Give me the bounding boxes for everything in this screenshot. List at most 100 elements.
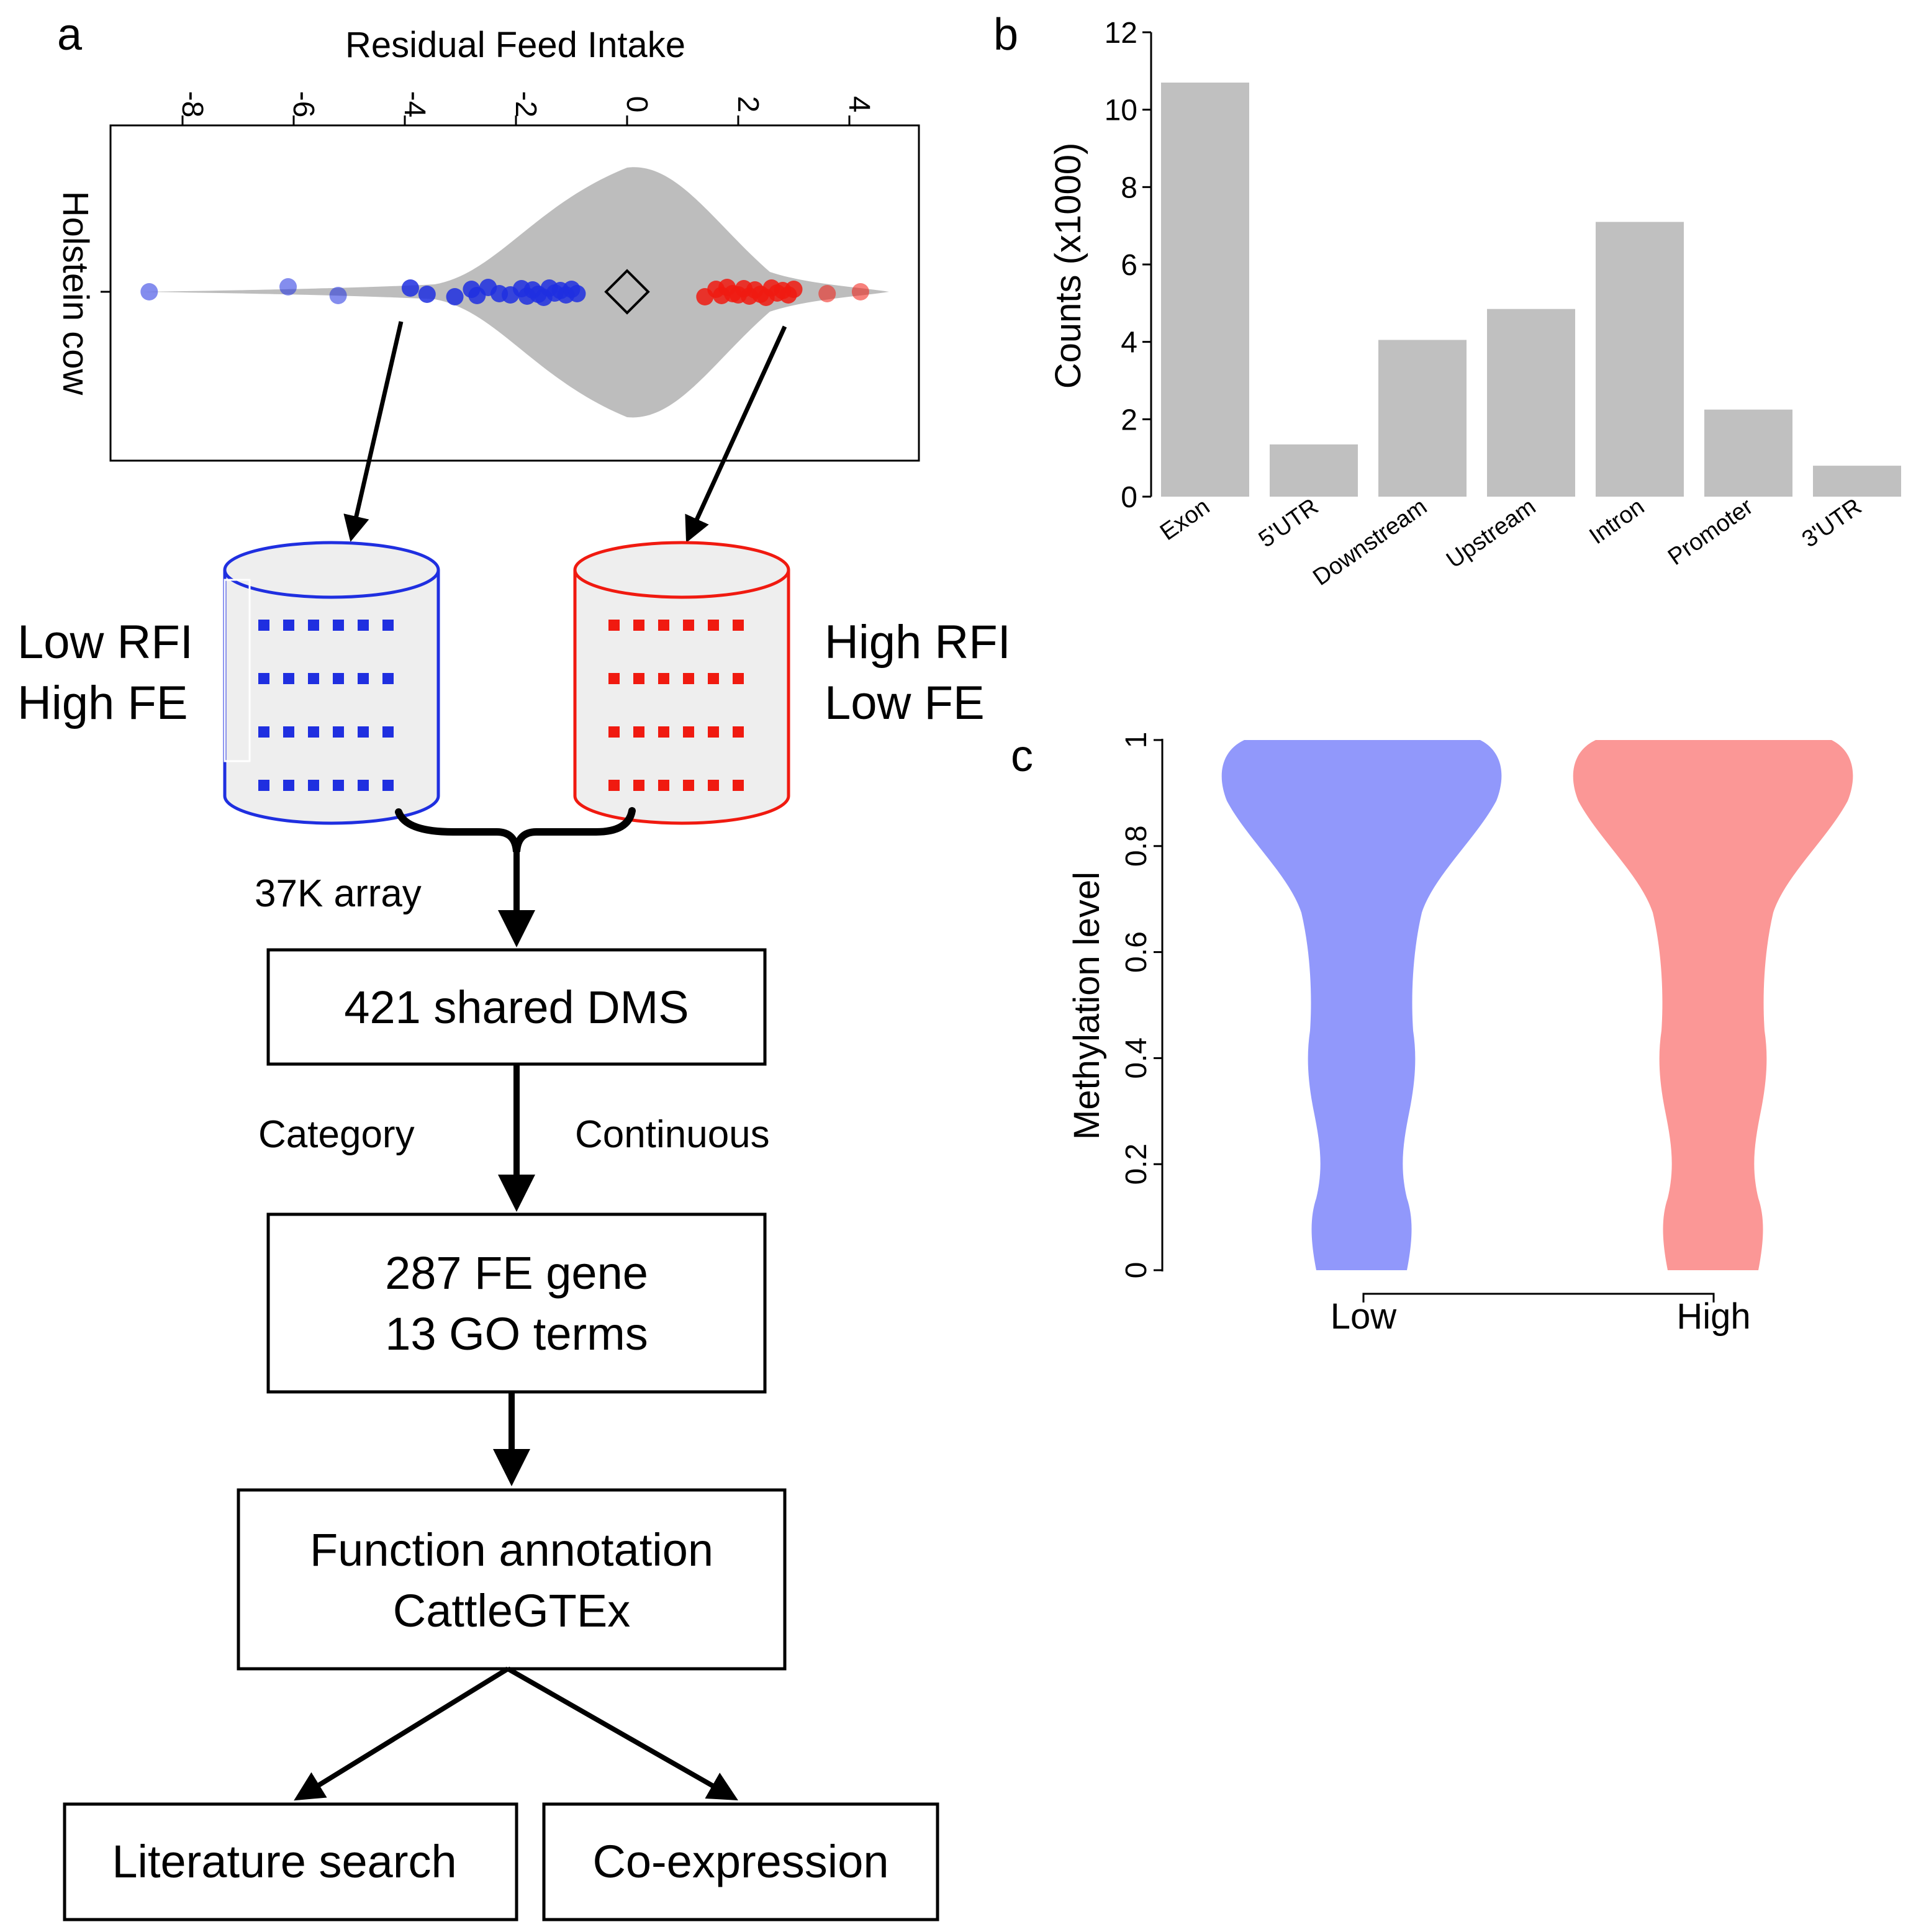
cylinder-dot bbox=[258, 780, 269, 791]
rfi-y-label: Holstein cow bbox=[55, 191, 96, 396]
cylinder-dot bbox=[683, 620, 694, 631]
cylinder-dot bbox=[608, 726, 620, 738]
bar-y-tick-label: 4 bbox=[1121, 327, 1137, 359]
high-rfi-point bbox=[818, 285, 836, 302]
low-cylinder-dots bbox=[258, 620, 394, 791]
bar-y-tick-label: 10 bbox=[1105, 94, 1137, 127]
rfi-tick-label: 4 bbox=[843, 96, 875, 113]
low-rfi-point bbox=[401, 279, 419, 297]
cylinder-dot bbox=[733, 780, 744, 791]
rfi-tick-label: 2 bbox=[731, 96, 764, 113]
high-rfi-point bbox=[851, 283, 869, 300]
cylinder-dot bbox=[308, 780, 319, 791]
cylinder-dot bbox=[382, 726, 394, 738]
rfi-plot-frame bbox=[109, 124, 920, 462]
cylinder-dot bbox=[382, 620, 394, 631]
cylinder-dot bbox=[633, 780, 644, 791]
high-group-line2: Low FE bbox=[825, 677, 985, 729]
bar-y-tick-label: 2 bbox=[1121, 404, 1137, 436]
low-group-line1: Low RFI bbox=[17, 616, 193, 669]
cylinder-dot bbox=[283, 673, 294, 684]
violin-x-axis bbox=[1362, 1293, 1715, 1302]
cylinder-dot bbox=[658, 673, 669, 684]
cylinder-dot bbox=[258, 726, 269, 738]
panel-label-a: a bbox=[57, 10, 83, 60]
literature-text: Literature search bbox=[112, 1836, 456, 1887]
cylinder-dot bbox=[258, 620, 269, 631]
panel-label-b: b bbox=[993, 10, 1018, 60]
cylinder-dot bbox=[733, 620, 744, 631]
high-rfi-cylinder bbox=[573, 541, 790, 825]
cylinder-dot bbox=[308, 620, 319, 631]
violin-y-tick-label: 0 bbox=[1120, 1262, 1153, 1279]
violin-y-tick-label: 0.4 bbox=[1120, 1037, 1153, 1079]
bar-3utr bbox=[1813, 466, 1901, 497]
cylinder-dot bbox=[708, 780, 719, 791]
fe-gene-line2: 13 GO terms bbox=[385, 1308, 648, 1360]
cylinder-dot bbox=[658, 620, 669, 631]
annotation-box bbox=[237, 1488, 787, 1671]
violin-low bbox=[1221, 740, 1502, 1270]
bar-intron bbox=[1596, 222, 1684, 497]
bar-y-tick-label: 12 bbox=[1105, 17, 1137, 50]
cylinder-dot bbox=[608, 673, 620, 684]
rfi-tick-label: -8 bbox=[176, 91, 209, 118]
cylinder-dot bbox=[333, 673, 344, 684]
coexpression-text: Co-expression bbox=[592, 1836, 888, 1887]
rfi-tick-label: 0 bbox=[620, 96, 653, 113]
merge-bracket bbox=[395, 807, 636, 852]
cylinder-dot bbox=[633, 620, 644, 631]
cylinder-dot bbox=[658, 780, 669, 791]
cylinder-dot bbox=[733, 726, 744, 738]
cylinder-dot bbox=[308, 673, 319, 684]
cylinder-dot bbox=[283, 726, 294, 738]
bar-category-label: Intron bbox=[1584, 494, 1649, 549]
arrow-to-coexpression bbox=[507, 1666, 738, 1800]
bar-category-label: Downstream bbox=[1308, 494, 1432, 591]
cylinder-dot bbox=[633, 726, 644, 738]
violin-x-label-low: Low bbox=[1331, 1296, 1398, 1337]
low-group-line2: High FE bbox=[17, 677, 188, 729]
low-rfi-cylinder bbox=[223, 541, 440, 825]
cylinder-dot bbox=[683, 780, 694, 791]
fe-gene-line1: 287 FE gene bbox=[385, 1247, 648, 1299]
cylinder-dot bbox=[733, 673, 744, 684]
bar-y-tick-label: 0 bbox=[1121, 481, 1137, 514]
cylinder-dot bbox=[283, 780, 294, 791]
low-rfi-point bbox=[329, 287, 347, 304]
bar-upstream bbox=[1487, 309, 1575, 497]
low-rfi-point bbox=[568, 285, 586, 302]
bar-5utr bbox=[1270, 444, 1358, 497]
cylinder-dot bbox=[608, 780, 620, 791]
low-rfi-point bbox=[140, 283, 158, 300]
dms-box bbox=[266, 948, 767, 1066]
violin-x-label-high: High bbox=[1676, 1296, 1750, 1337]
cylinder-dot bbox=[333, 780, 344, 791]
high-cylinder-dots bbox=[608, 620, 744, 791]
cylinder-dot bbox=[283, 620, 294, 631]
violin-y-tick-label: 1 bbox=[1120, 732, 1153, 749]
rfi-plot: -8 -6 -4 -2 0 2 4 Holstein cow bbox=[55, 91, 920, 462]
arrow-low-to-cylinder bbox=[343, 321, 404, 542]
high-rfi-point bbox=[785, 281, 803, 298]
cylinder-dot bbox=[358, 673, 369, 684]
cylinder-dot bbox=[708, 620, 719, 631]
bar-category-label: Exon bbox=[1155, 494, 1214, 546]
bar-downstream bbox=[1378, 340, 1467, 497]
low-rfi-point bbox=[446, 288, 464, 305]
rfi-tick-label: -2 bbox=[509, 91, 542, 118]
cylinder-dot bbox=[708, 673, 719, 684]
bar-category-label: 3'UTR bbox=[1797, 494, 1866, 553]
rfi-points bbox=[140, 278, 869, 306]
annotation-line2: CattleGTEx bbox=[393, 1585, 630, 1636]
violin-y-ticks: 0 0.2 0.4 0.6 0.8 1 bbox=[1120, 732, 1162, 1279]
cylinder-dot bbox=[333, 620, 344, 631]
cylinder-dot bbox=[333, 726, 344, 738]
rfi-tick-label: -4 bbox=[398, 91, 431, 118]
coexpression-box bbox=[542, 1802, 939, 1921]
annotation-line1: Function annotation bbox=[310, 1524, 713, 1576]
rfi-tick-label: -6 bbox=[287, 91, 320, 118]
high-group-line1: High RFI bbox=[825, 616, 1011, 669]
bar-y-label: Counts (x1000) bbox=[1048, 143, 1088, 389]
